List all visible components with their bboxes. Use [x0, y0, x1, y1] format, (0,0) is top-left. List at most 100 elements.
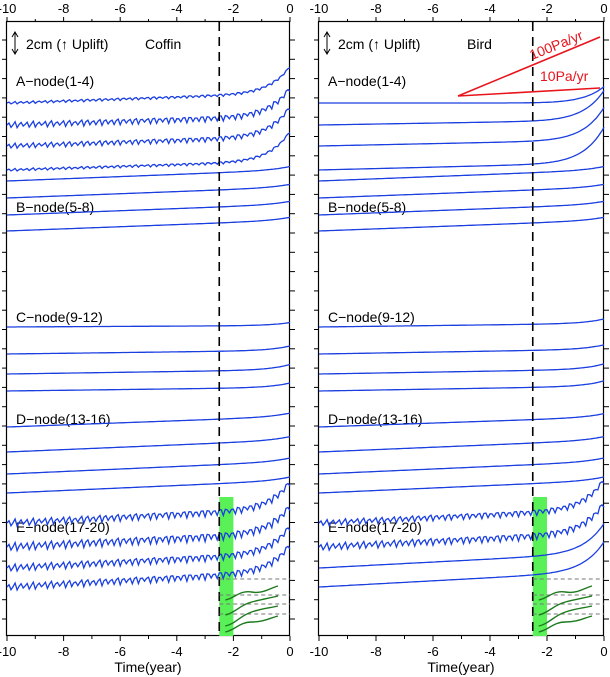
group-label: C−node(9-12) [328, 309, 415, 325]
rate-label-10: 10Pa/yr [540, 68, 589, 84]
x-axis-label: Time(year) [427, 659, 494, 675]
series-line-node-6 [318, 183, 605, 199]
series-line-node-16 [6, 476, 291, 494]
inset-zoom-trace [225, 615, 279, 633]
x-tick-label-top: 0 [286, 1, 293, 16]
inset-zoom-trace [538, 585, 593, 601]
x-tick-label: -10 [310, 644, 329, 659]
series-line-node-7 [6, 200, 291, 216]
x-tick-label: -4 [171, 644, 183, 659]
series-line-node-9 [7, 321, 291, 328]
x-tick-label-top: -10 [0, 1, 16, 16]
bird-panel: -10 -10 -8 -8 -6 -6 -4 -4 -2 -2 0 0 A−node(1-4) B−no… [310, 1, 609, 675]
scale-label: 2cm (↑ Uplift) [338, 36, 420, 52]
x-tick-label-top: -8 [370, 1, 382, 16]
inset-zoom-trace [538, 595, 593, 616]
series-line-node-1 [6, 67, 291, 105]
series-line-node-11 [7, 363, 291, 375]
x-tick-label: -10 [0, 644, 16, 659]
x-tick-label-top: -8 [58, 1, 70, 16]
scale-arrow-up-icon [11, 31, 19, 38]
x-tick-label-top: -4 [484, 1, 496, 16]
series-line-node-10 [7, 345, 291, 355]
panel-title: Coffin [145, 36, 181, 52]
series-line-node-4 [6, 132, 291, 172]
series-line-node-5 [318, 165, 605, 182]
rate-line-100 [457, 36, 601, 97]
series-line-node-17 [6, 482, 291, 528]
series-line-node-9 [319, 318, 605, 328]
x-tick-label: 0 [600, 644, 607, 659]
group-label: C−node(9-12) [16, 309, 103, 325]
series-line-node-18 [6, 506, 291, 553]
plot-frame [317, 20, 605, 637]
series-line-node-15 [6, 457, 291, 475]
series-line-node-3 [6, 108, 291, 150]
x-tick-label: -4 [484, 644, 496, 659]
x-tick-label-top: 0 [600, 1, 607, 16]
x-tick-label: -8 [370, 644, 382, 659]
series-line-node-8 [6, 216, 291, 232]
series-line-node-14 [318, 435, 605, 453]
highlight-window [219, 497, 234, 636]
inset-zoom-trace [225, 605, 279, 627]
series-line-node-12 [319, 380, 605, 392]
series-line-node-1 [319, 86, 605, 104]
series-line-node-18 [318, 504, 605, 552]
group-label: A−node(1-4) [328, 73, 406, 89]
series-line-node-4 [318, 126, 605, 171]
inset-zoom-trace [225, 585, 279, 601]
coffin-panel: -10 -10 -8 -8 -6 -6 -4 -4 -2 -2 0 0 A−node(1-4) B−no… [0, 1, 295, 675]
series-line-node-11 [319, 363, 605, 375]
series-line-node-5 [6, 165, 291, 182]
series-line-node-17 [318, 480, 605, 528]
x-axis-label: Time(year) [114, 659, 181, 675]
x-tick-label: -2 [228, 644, 240, 659]
x-tick-label-top: -10 [310, 1, 329, 16]
x-tick-label: -8 [58, 644, 70, 659]
x-tick-label-top: -2 [228, 1, 240, 16]
series-line-node-19 [6, 527, 291, 573]
scale-arrow-down-icon [11, 48, 19, 55]
series-line-node-14 [6, 435, 291, 453]
series-line-node-6 [6, 183, 291, 199]
inset-zoom-trace [225, 595, 279, 616]
group-label: D−node(13-16) [328, 411, 423, 427]
scale-label: 2cm (↑ Uplift) [26, 36, 108, 52]
scale-arrow-down-icon [323, 48, 331, 55]
series-line-node-16 [318, 476, 605, 494]
rate-label-100: 100Pa/yr [527, 27, 585, 63]
x-tick-label: 0 [286, 644, 293, 659]
series-line-node-7 [318, 200, 605, 216]
inset-zoom-trace [538, 615, 593, 633]
panel-title: Bird [467, 36, 492, 52]
group-label: E−node(17-20) [328, 519, 422, 535]
group-label: D−node(13-16) [16, 411, 111, 427]
series-line-node-15 [318, 457, 605, 475]
series-line-node-3 [319, 107, 605, 147]
series-line-node-13 [6, 412, 291, 428]
series-line-node-10 [319, 344, 605, 355]
scale-arrow-up-icon [323, 31, 331, 38]
series-line-node-20 [6, 545, 291, 592]
x-tick-label-top: -6 [427, 1, 439, 16]
series-line-node-20 [318, 541, 605, 588]
series-line-node-12 [7, 382, 291, 392]
x-tick-label: -2 [541, 644, 553, 659]
plot-frame [5, 20, 291, 637]
series-line-node-13 [318, 412, 605, 428]
x-tick-label: -6 [114, 644, 126, 659]
inset-zoom-trace [538, 605, 593, 627]
x-tick-label-top: -6 [114, 1, 126, 16]
series-line-node-2 [319, 90, 605, 126]
series-line-node-8 [318, 216, 605, 232]
x-tick-label-top: -4 [171, 1, 183, 16]
rate-line-10 [457, 87, 601, 97]
group-label: B−node(5-8) [328, 199, 406, 215]
group-label: E−node(17-20) [16, 519, 110, 535]
highlight-window [532, 497, 547, 636]
group-label: B−node(5-8) [16, 199, 94, 215]
x-tick-label: -6 [427, 644, 439, 659]
group-label: A−node(1-4) [16, 73, 94, 89]
